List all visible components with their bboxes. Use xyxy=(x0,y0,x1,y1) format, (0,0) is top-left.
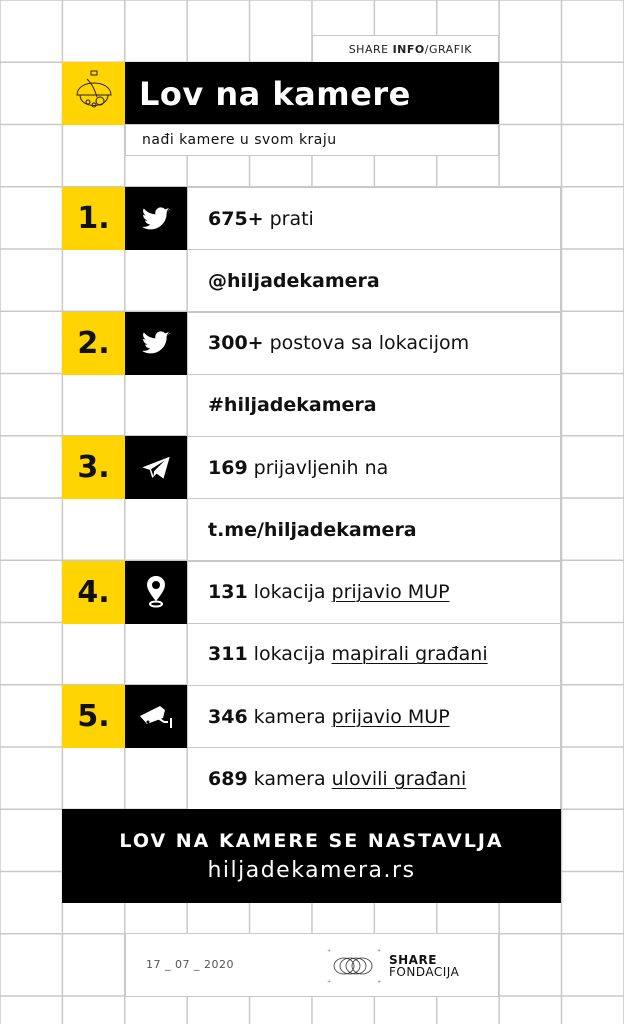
item-link[interactable]: mapirali građani xyxy=(331,643,488,666)
item-text: lokacija xyxy=(253,643,326,666)
item-value: #hiljadekamera xyxy=(208,394,377,417)
list-item: 311 lokacija mapirali građani xyxy=(187,622,561,686)
list-item: t.me/hiljadekamera xyxy=(187,498,561,562)
list-item: 346 kamera prijavio MUP xyxy=(187,685,561,748)
list-item: #hiljadekamera xyxy=(187,373,561,437)
list-item: 689 kamera ulovili građani xyxy=(187,747,561,811)
item-text: lokacija xyxy=(253,581,326,603)
svg-text:+: + xyxy=(377,948,381,954)
tagline-bold: INFO xyxy=(392,42,425,56)
item-value: 346 xyxy=(208,705,248,728)
item-value: t.me/hiljadekamera xyxy=(208,518,417,541)
item-number: 3. xyxy=(62,436,125,499)
item-value: 689 xyxy=(208,767,248,790)
cta-banner: LOV NA KAMERE SE NASTAVLJA hiljadekamera… xyxy=(62,809,561,903)
list-item: @hiljadekamera xyxy=(187,249,561,313)
share-infografik-label: SHARE INFO/GRAFIK xyxy=(312,35,499,63)
list-item: 300+ postova sa lokacijom xyxy=(187,311,561,375)
item-value: 131 xyxy=(208,581,248,603)
item-value: 169 xyxy=(208,456,248,479)
dome-camera-icon xyxy=(62,62,125,125)
item-link[interactable]: ulovili građani xyxy=(331,767,467,790)
item-number: 2. xyxy=(62,311,125,375)
item-value: 675+ xyxy=(208,207,264,230)
item-value: @hiljadekamera xyxy=(208,269,380,292)
item-text: kamera xyxy=(253,767,326,790)
item-link[interactable]: prijavio MUP xyxy=(331,581,450,603)
publish-date: 17 _ 07 _ 2020 xyxy=(146,958,234,971)
item-number: 5. xyxy=(62,685,125,748)
item-value: 311 xyxy=(208,643,248,666)
location-pin-icon xyxy=(125,560,187,624)
footer: 17 _ 07 _ 2020 + + + + SHARE FONDACIJA xyxy=(125,933,499,997)
list-item: 675+ prati xyxy=(187,187,561,250)
tagline-prefix: SHARE xyxy=(348,42,393,56)
list-item: 131 lokacija prijavio MUP xyxy=(187,560,561,624)
item-text: prati xyxy=(269,207,314,230)
org-line-2: FONDACIJA xyxy=(389,965,460,979)
telegram-icon xyxy=(125,436,187,499)
cta-headline: LOV NA KAMERE SE NASTAVLJA xyxy=(119,829,504,852)
cctv-camera-icon xyxy=(125,685,187,748)
share-foundation-logo-icon: + + + + xyxy=(327,948,381,984)
page-subtitle: nađi kamere u svom kraju xyxy=(125,124,499,156)
item-value: 300+ xyxy=(208,332,264,354)
organization-name: SHARE FONDACIJA xyxy=(389,954,459,978)
tagline-suffix: /GRAFIK xyxy=(424,42,472,56)
page-title: Lov na kamere xyxy=(125,62,499,125)
cta-url-link[interactable]: hiljadekamera.rs xyxy=(207,857,416,883)
twitter-icon xyxy=(125,311,187,375)
item-text: kamera xyxy=(253,705,326,728)
item-number: 1. xyxy=(62,187,125,250)
svg-text:+: + xyxy=(327,948,331,954)
svg-text:+: + xyxy=(377,979,381,984)
org-line-1: SHARE xyxy=(389,953,437,967)
item-text: postova sa lokacijom xyxy=(269,332,470,354)
item-text: prijavljenih na xyxy=(253,456,389,479)
list-item: 169 prijavljenih na xyxy=(187,436,561,499)
item-link[interactable]: prijavio MUP xyxy=(331,705,450,728)
item-number: 4. xyxy=(62,560,125,624)
twitter-icon xyxy=(125,187,187,250)
svg-text:+: + xyxy=(327,979,331,984)
